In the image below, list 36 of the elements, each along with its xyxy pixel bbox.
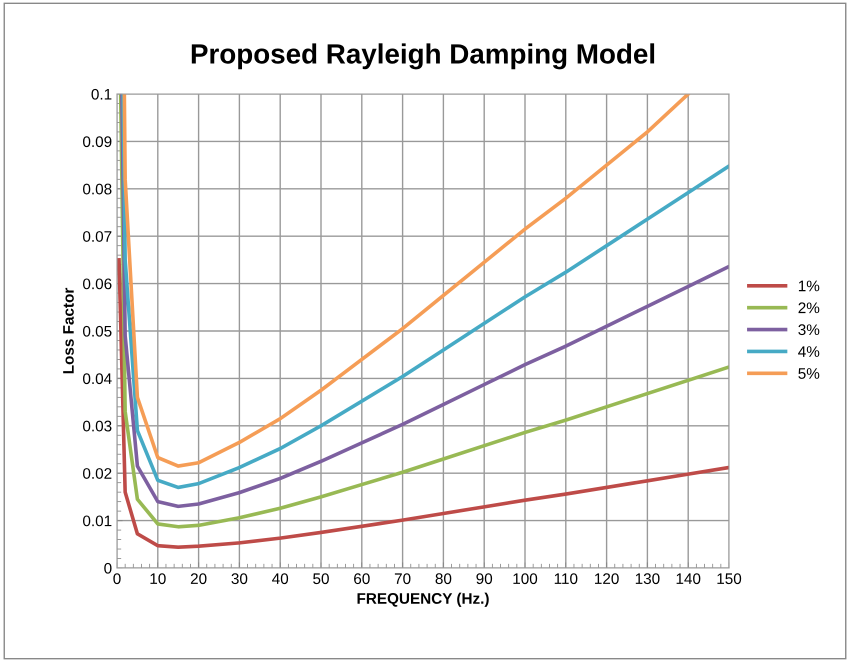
chart-title: Proposed Rayleigh Damping Model — [192, 43, 654, 70]
y-tick-label: 0.05 — [83, 326, 112, 337]
line-series — [117, 258, 729, 549]
x-tick-label: 150 — [717, 573, 742, 584]
legend-label: 3% — [798, 324, 820, 336]
x-tick-label: 110 — [554, 573, 578, 584]
x-tick-label: 20 — [190, 573, 206, 584]
legend-label: 5% — [798, 368, 820, 379]
x-tick-label: 30 — [231, 573, 248, 584]
x-tick-label: 70 — [394, 573, 410, 584]
y-tick-label: 0.02 — [83, 468, 112, 479]
legend-label: 1% — [798, 280, 820, 292]
x-tick-label: 100 — [513, 573, 538, 584]
x-tick-label: 50 — [313, 573, 329, 584]
x-axis-title: FREQUENCY (Hz.) — [358, 592, 489, 607]
x-tick-label: 0 — [113, 573, 121, 584]
x-tick-label: 10 — [150, 573, 166, 584]
y-tick-label: 0.04 — [83, 373, 112, 384]
y-axis-title: Loss Factor — [63, 288, 74, 374]
x-tick-label: 60 — [354, 573, 370, 584]
y-tick-label: 0.07 — [83, 231, 112, 242]
x-tick-label: 130 — [636, 573, 660, 584]
y-tick-label: 0.09 — [83, 136, 112, 148]
x-tick-label: 120 — [595, 573, 619, 584]
y-tick-label: 0 — [104, 562, 112, 574]
legend-label: 2% — [798, 302, 820, 314]
x-tick-label: 80 — [436, 573, 452, 584]
legend-label: 4% — [798, 346, 820, 357]
y-tick-label: 0.06 — [83, 278, 112, 290]
x-tick-label: 140 — [676, 573, 700, 584]
y-tick-label: 0.03 — [83, 420, 112, 432]
y-tick-label: 0.1 — [92, 88, 112, 100]
x-tick-label: 90 — [476, 573, 492, 584]
y-tick-label: 0.08 — [83, 184, 112, 194]
y-tick-label: 0.01 — [83, 515, 112, 526]
x-tick-label: 40 — [272, 573, 288, 584]
